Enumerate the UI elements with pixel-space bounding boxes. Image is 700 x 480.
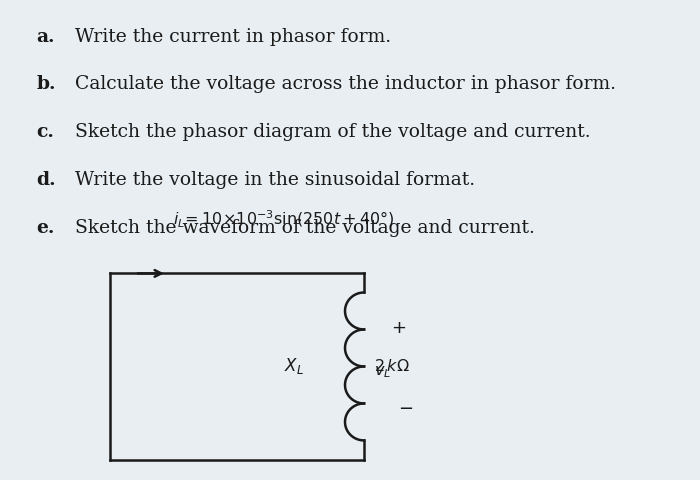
Text: Sketch the phasor diagram of the voltage and current.: Sketch the phasor diagram of the voltage… <box>75 123 590 141</box>
Text: Write the current in phasor form.: Write the current in phasor form. <box>75 28 391 46</box>
Text: Write the voltage in the sinusoidal format.: Write the voltage in the sinusoidal form… <box>75 171 475 189</box>
Text: Sketch the waveform of the voltage and current.: Sketch the waveform of the voltage and c… <box>75 218 534 237</box>
Text: e.: e. <box>36 218 55 237</box>
Text: b.: b. <box>36 75 56 93</box>
Text: $i_L\!= 10\!\times\!10^{-3}\sin(250t + 40°)$: $i_L\!= 10\!\times\!10^{-3}\sin(250t + 4… <box>173 209 395 230</box>
Text: +: + <box>391 319 407 337</box>
Text: $X_L$: $X_L$ <box>284 357 304 376</box>
Text: $2\,k\Omega$: $2\,k\Omega$ <box>374 358 409 375</box>
Text: Calculate the voltage across the inductor in phasor form.: Calculate the voltage across the inducto… <box>75 75 615 93</box>
Text: d.: d. <box>36 171 56 189</box>
Text: c.: c. <box>36 123 55 141</box>
Text: $v_L$: $v_L$ <box>374 363 391 380</box>
Text: −: − <box>398 400 413 419</box>
Text: a.: a. <box>36 28 55 46</box>
